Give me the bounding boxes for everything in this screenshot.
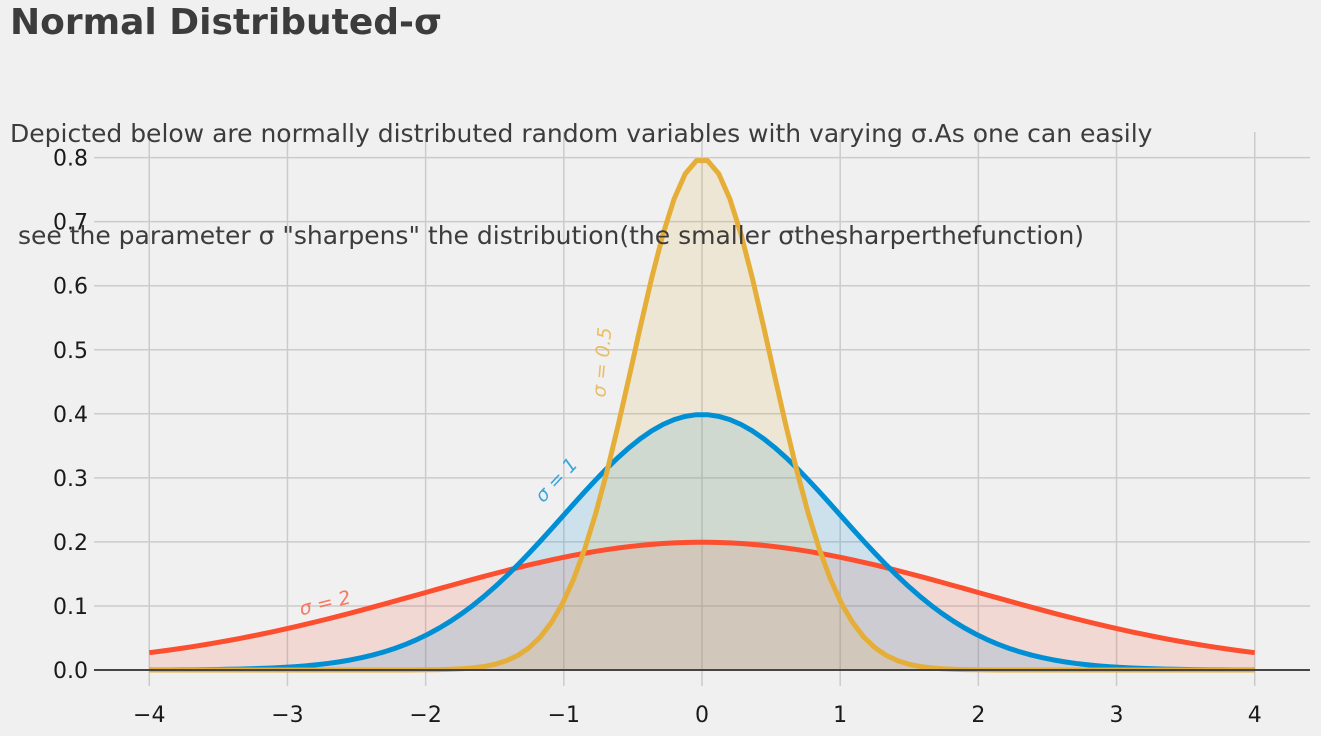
curve-label-series-1: σ = 1 xyxy=(531,454,583,507)
y-tick-label: 0.2 xyxy=(53,531,88,556)
y-tick-label: 0.8 xyxy=(53,147,88,172)
y-tick-label: 0.6 xyxy=(53,275,88,300)
x-tick-labels: −4 −3 −2 −1 0 1 2 3 4 xyxy=(133,703,1262,728)
chart-subtitle: Depicted below are normally distributed … xyxy=(10,49,1152,287)
y-tick-labels: 0.0 0.1 0.2 0.3 0.4 0.5 0.6 0.7 0.8 xyxy=(53,147,88,684)
x-tick-label: −4 xyxy=(133,703,165,728)
y-tick-label: 0.0 xyxy=(53,659,88,684)
subtitle-line-1: Depicted below are normally distributed … xyxy=(10,119,1153,148)
x-tick-label: 0 xyxy=(695,703,709,728)
curve-series-1 xyxy=(149,412,1255,673)
chart-title: Normal Distributed-σ xyxy=(10,2,443,43)
y-tick-label: 0.7 xyxy=(53,211,88,236)
x-tick-label: −2 xyxy=(409,703,441,728)
x-tick-label: 1 xyxy=(833,703,847,728)
y-tick-label: 0.3 xyxy=(53,467,88,492)
x-tick-label: 3 xyxy=(1110,703,1124,728)
x-tick-label: −1 xyxy=(548,703,580,728)
y-tick-label: 0.1 xyxy=(53,595,88,620)
y-tick-label: 0.5 xyxy=(53,339,88,364)
x-tick-label: −3 xyxy=(271,703,303,728)
subtitle-line-2: see the parameter σ "sharpens" the distr… xyxy=(10,221,1085,250)
curve-label-series-2: σ = 0.5 xyxy=(588,326,616,398)
curve-series-0 xyxy=(148,539,1256,656)
x-tick-label: 2 xyxy=(971,703,985,728)
y-tick-label: 0.4 xyxy=(53,403,88,428)
x-tick-label: 4 xyxy=(1248,703,1262,728)
